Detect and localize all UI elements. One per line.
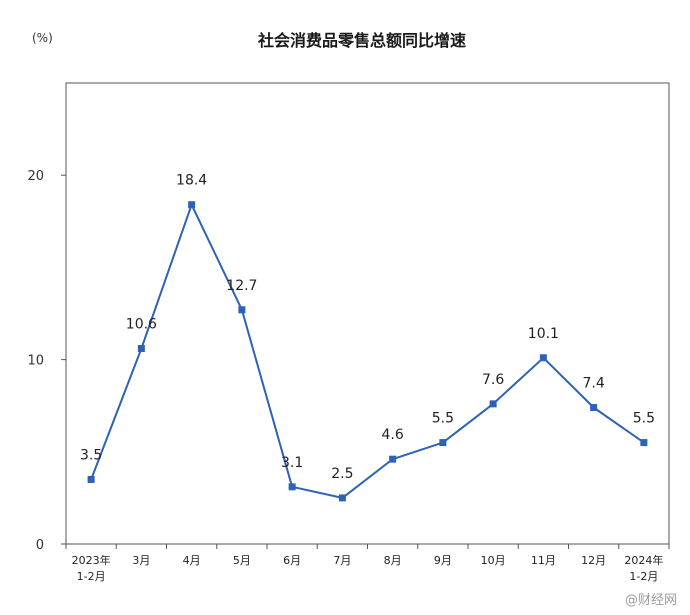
- data-point-marker: [137, 345, 145, 353]
- series-line: [90, 203, 645, 499]
- x-tick-label: 11月: [531, 554, 556, 567]
- data-point-marker: [389, 455, 397, 463]
- data-label: 3.5: [80, 447, 102, 463]
- data-label: 10.6: [126, 317, 157, 333]
- y-tick-label: 0: [36, 538, 44, 553]
- y-tick-label: 20: [27, 169, 44, 184]
- x-tick-label: 9月: [434, 554, 452, 567]
- data-point-marker: [439, 439, 447, 447]
- plot-frame: [65, 82, 670, 545]
- y-unit-label: (%): [32, 31, 53, 45]
- data-label: 5.5: [633, 411, 655, 427]
- x-tick-label: 10月: [481, 554, 506, 567]
- x-tick-label: 5月: [233, 554, 251, 567]
- data-point-marker: [640, 439, 648, 447]
- data-point-marker: [489, 400, 497, 408]
- x-tick-label: 2023年: [72, 553, 111, 567]
- data-label: 2.5: [331, 466, 353, 482]
- x-axis: 2023年 1-2月 3月 4月 5月 6月 7月 8月 9月 10月 11月 12月 2024年 1-2…: [65, 544, 670, 583]
- data-label: 4.6: [381, 427, 403, 443]
- chart-title: 社会消费品零售总额同比增速: [257, 31, 466, 50]
- data-label: 18.4: [176, 173, 207, 189]
- data-point-marker: [238, 306, 246, 314]
- data-point-marker: [539, 354, 547, 362]
- x-tick-label: 12月: [581, 554, 606, 567]
- data-label: 7.4: [582, 376, 604, 392]
- data-point-marker: [338, 494, 346, 502]
- data-label: 7.6: [482, 372, 504, 388]
- x-tick-label: 8月: [384, 554, 402, 567]
- data-label: 5.5: [432, 411, 454, 427]
- data-point-marker: [87, 475, 95, 483]
- series-layer: [87, 201, 648, 502]
- data-point-marker: [590, 404, 598, 412]
- data-label-layer: 3.5 10.6 18.4 12.7 3.1 2.5 4.6 5.5 7.6 10.1 7.4 5.5: [80, 173, 655, 482]
- x-tick-label: 1-2月: [77, 570, 106, 583]
- x-tick-label: 4月: [183, 554, 201, 567]
- x-tick-label: 3月: [132, 554, 150, 567]
- data-label: 12.7: [226, 278, 257, 294]
- x-tick-label: 7月: [333, 554, 351, 567]
- data-label: 3.1: [281, 455, 303, 471]
- x-tick-label: 6月: [283, 554, 301, 567]
- watermark-text: @财经网: [625, 593, 677, 608]
- data-point-marker: [188, 201, 196, 209]
- y-axis: 0 10 20: [27, 169, 66, 553]
- x-tick-label: 1-2月: [629, 570, 658, 583]
- data-label: 10.1: [528, 326, 559, 342]
- y-tick-label: 10: [27, 354, 44, 369]
- x-tick-label: 2024年: [624, 553, 663, 567]
- data-point-marker: [288, 483, 296, 491]
